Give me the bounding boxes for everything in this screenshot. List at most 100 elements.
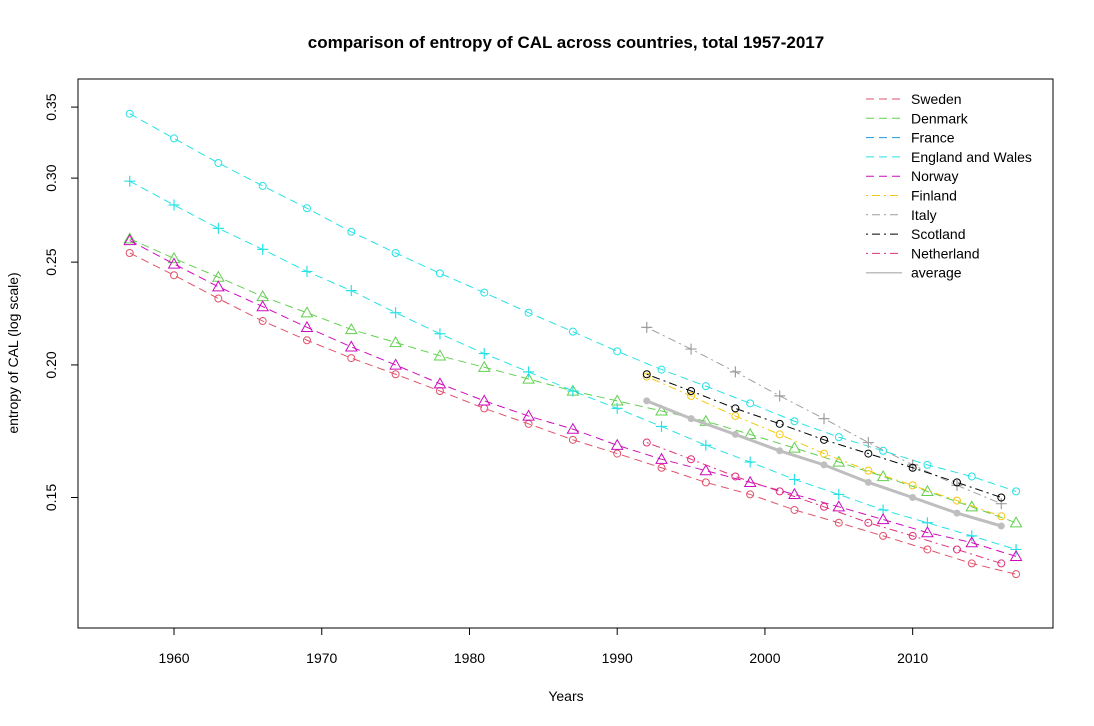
- data-point: [1012, 487, 1021, 496]
- legend-item: France: [866, 130, 955, 146]
- data-point: [746, 399, 755, 408]
- data-point: [967, 472, 976, 481]
- legend-label: average: [911, 265, 962, 281]
- series-italy: [641, 321, 1007, 510]
- plot-frame: [77, 78, 1054, 629]
- data-point: [300, 320, 314, 332]
- y-axis-label: entropy of CAL (log scale): [5, 272, 21, 433]
- legend-label: Italy: [911, 207, 937, 223]
- series-denmark: [123, 232, 1023, 528]
- data-point: [699, 464, 713, 476]
- legend-label: England and Wales: [911, 149, 1032, 165]
- data-point: [997, 559, 1006, 568]
- data-point: [743, 475, 757, 488]
- data-point: [167, 251, 181, 264]
- data-point: [862, 437, 874, 449]
- series-line: [646, 373, 1002, 498]
- data-point: [1010, 543, 1022, 555]
- data-point: [820, 502, 829, 511]
- data-point: [879, 531, 888, 540]
- data-point: [300, 306, 314, 318]
- data-point: [997, 512, 1006, 521]
- data-point: [864, 518, 873, 527]
- data-point: [610, 438, 624, 450]
- data-point: [1009, 549, 1023, 562]
- data-point: [820, 435, 829, 444]
- data-point: [923, 460, 932, 469]
- series-layer: [123, 109, 1023, 579]
- legend: Sweden Denmark France England and Wales Norw…: [866, 91, 1032, 281]
- data-point: [997, 493, 1006, 502]
- data-point: [951, 479, 963, 491]
- series-finland: [642, 372, 1006, 521]
- series-line: [129, 180, 1017, 550]
- series-netherland: [642, 438, 1006, 568]
- x-tick-label: 1970: [306, 650, 337, 666]
- data-point: [952, 478, 961, 487]
- data-point: [995, 498, 1007, 510]
- data-point: [965, 536, 979, 548]
- data-point: [832, 455, 846, 467]
- data-point: [744, 456, 756, 468]
- data-point: [790, 505, 799, 514]
- legend-item: Netherland: [866, 245, 980, 261]
- data-point: [746, 490, 755, 499]
- data-point: [566, 422, 580, 434]
- legend-label: France: [911, 130, 955, 146]
- data-point: [167, 257, 181, 269]
- data-point: [876, 513, 890, 525]
- data-point: [908, 463, 917, 472]
- data-point: [214, 294, 223, 303]
- data-point: [879, 446, 888, 455]
- data-point: [864, 478, 872, 486]
- data-point: [965, 500, 979, 512]
- data-point: [347, 227, 356, 236]
- data-point: [908, 481, 917, 490]
- data-point: [701, 382, 710, 391]
- data-point: [731, 430, 739, 438]
- data-point: [613, 449, 622, 458]
- data-point: [775, 430, 784, 439]
- data-point: [687, 455, 696, 464]
- series-england-and-wales: [125, 109, 1021, 496]
- data-point: [347, 354, 356, 363]
- data-point: [818, 413, 830, 425]
- chart-title: comparison of entropy of CAL across coun…: [308, 33, 824, 52]
- series-line: [129, 113, 1017, 492]
- legend-item: Italy: [866, 207, 937, 223]
- data-point: [170, 134, 179, 143]
- data-point: [302, 204, 311, 213]
- data-point: [434, 328, 446, 340]
- data-point: [833, 488, 845, 500]
- data-point: [642, 438, 651, 447]
- data-point: [788, 487, 801, 500]
- data-point: [788, 441, 801, 453]
- data-point: [477, 394, 491, 406]
- data-point: [790, 417, 799, 426]
- x-tick-label: 1990: [602, 650, 633, 666]
- data-point: [568, 435, 577, 444]
- y-tick-label: 0.30: [43, 164, 59, 191]
- data-point: [864, 466, 873, 475]
- legend-item: Finland: [866, 188, 957, 204]
- data-point: [1012, 570, 1021, 579]
- data-point: [258, 317, 267, 326]
- legend-item: average: [866, 265, 962, 281]
- data-point: [211, 270, 225, 282]
- data-point: [641, 321, 653, 333]
- data-point: [864, 449, 873, 458]
- data-point: [657, 463, 666, 472]
- legend-label: Norway: [911, 168, 958, 184]
- data-point: [687, 391, 696, 400]
- data-point: [834, 518, 843, 527]
- x-tick-label: 2010: [897, 650, 928, 666]
- data-point: [214, 159, 223, 168]
- y-tick-label: 0.25: [43, 248, 59, 275]
- data-point: [522, 372, 535, 384]
- data-point: [687, 415, 695, 423]
- data-point: [568, 327, 577, 336]
- data-point: [344, 322, 358, 335]
- x-axis: 1960 1970 1980 1990 2000 2010: [158, 628, 928, 666]
- legend-label: Denmark: [911, 110, 969, 126]
- data-point: [876, 469, 890, 482]
